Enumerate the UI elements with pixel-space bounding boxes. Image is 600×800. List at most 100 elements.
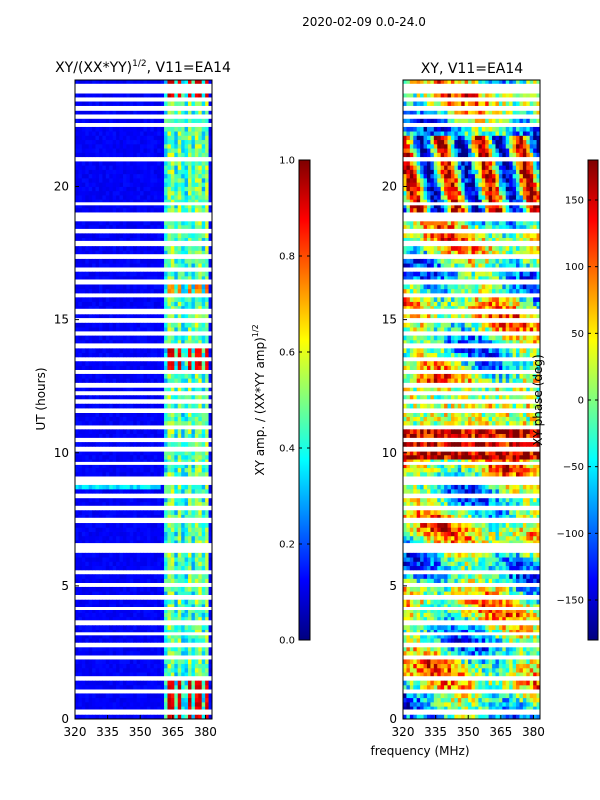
heatmap-cell bbox=[133, 608, 138, 613]
heatmap-cell bbox=[122, 531, 127, 537]
heatmap-cell bbox=[136, 497, 141, 503]
heatmap-cell bbox=[188, 706, 192, 711]
heatmap-cell bbox=[150, 143, 155, 149]
heatmap-cell bbox=[98, 297, 103, 302]
heatmap-cell bbox=[109, 135, 114, 141]
heatmap-cell bbox=[198, 471, 203, 477]
heatmap-cell bbox=[92, 416, 96, 422]
heatmap-cell bbox=[81, 177, 86, 183]
heatmap-cell bbox=[478, 706, 483, 711]
heatmap-cell bbox=[201, 284, 206, 290]
heatmap-cell bbox=[122, 625, 127, 630]
heatmap-cell bbox=[75, 684, 79, 690]
heatmap-cell bbox=[88, 659, 93, 665]
heatmap-cell bbox=[153, 535, 158, 541]
heatmap-cell bbox=[164, 395, 168, 400]
heatmap-cell bbox=[136, 190, 141, 196]
heatmap-cell bbox=[95, 365, 100, 371]
heatmap-cell bbox=[205, 638, 209, 643]
heatmap-cell bbox=[516, 663, 520, 669]
heatmap-cell bbox=[201, 612, 206, 618]
heatmap-cell bbox=[184, 246, 189, 251]
heatmap-cell bbox=[98, 471, 103, 477]
heatmap-cell bbox=[188, 625, 192, 630]
data-gap bbox=[75, 709, 212, 713]
heatmap-cell bbox=[88, 680, 93, 686]
heatmap-cell bbox=[194, 680, 199, 686]
heatmap-cell bbox=[116, 314, 120, 319]
heatmap-cell bbox=[81, 429, 86, 434]
heatmap-cell bbox=[416, 697, 421, 703]
heatmap-cell bbox=[105, 263, 110, 268]
heatmap-cell bbox=[170, 659, 175, 665]
heatmap-cell bbox=[133, 650, 138, 656]
heatmap-cell bbox=[454, 650, 459, 656]
heatmap-cell bbox=[201, 442, 206, 447]
heatmap-cell bbox=[157, 126, 162, 132]
heatmap-cell bbox=[126, 203, 131, 209]
heatmap-cell bbox=[201, 190, 206, 196]
heatmap-cell bbox=[177, 663, 182, 669]
heatmap-cell bbox=[536, 706, 541, 711]
heatmap-cell bbox=[416, 667, 421, 673]
heatmap-cell bbox=[116, 612, 120, 618]
heatmap-cell bbox=[112, 412, 117, 417]
heatmap-cell bbox=[533, 629, 537, 635]
heatmap-cell bbox=[95, 459, 100, 464]
heatmap-cell bbox=[208, 177, 213, 183]
heatmap-cell bbox=[88, 169, 93, 175]
heatmap-cell bbox=[75, 616, 79, 622]
heatmap-cell bbox=[146, 297, 151, 302]
heatmap-cell bbox=[126, 322, 131, 328]
heatmap-cell bbox=[92, 442, 96, 447]
heatmap-cell bbox=[146, 484, 151, 490]
heatmap-cell bbox=[140, 250, 144, 256]
heatmap-cell bbox=[208, 365, 213, 371]
heatmap-cell bbox=[95, 693, 100, 699]
heatmap-cell bbox=[201, 288, 206, 294]
heatmap-cell bbox=[146, 540, 151, 545]
heatmap-cell bbox=[205, 199, 209, 204]
heatmap-cell bbox=[78, 599, 83, 605]
heatmap-cell bbox=[150, 663, 155, 669]
heatmap-cell bbox=[143, 395, 148, 400]
heatmap-cell bbox=[85, 527, 90, 532]
heatmap-cell bbox=[85, 126, 90, 132]
heatmap-cell bbox=[150, 365, 155, 371]
heatmap-cell bbox=[122, 361, 127, 366]
heatmap-cell bbox=[167, 284, 172, 290]
heatmap-cell bbox=[174, 433, 179, 439]
heatmap-cell bbox=[194, 135, 199, 141]
heatmap-cell bbox=[112, 365, 117, 371]
heatmap-cell bbox=[488, 684, 493, 690]
heatmap-cell bbox=[481, 706, 486, 711]
heatmap-cell bbox=[160, 540, 165, 545]
heatmap-cell bbox=[153, 327, 158, 332]
heatmap-cell bbox=[122, 706, 127, 711]
heatmap-cell bbox=[105, 314, 110, 319]
heatmap-cell bbox=[88, 638, 93, 643]
heatmap-cell bbox=[81, 352, 86, 358]
heatmap-cell bbox=[116, 625, 120, 630]
heatmap-cell bbox=[184, 199, 189, 204]
heatmap-cell bbox=[98, 680, 103, 686]
heatmap-cell bbox=[194, 327, 199, 332]
heatmap-cell bbox=[136, 263, 141, 268]
heatmap-cell bbox=[88, 177, 93, 183]
heatmap-cell bbox=[498, 629, 503, 635]
heatmap-cell bbox=[78, 335, 83, 341]
heatmap-cell bbox=[440, 638, 445, 643]
heatmap-cell bbox=[450, 697, 455, 703]
heatmap-cell bbox=[512, 650, 517, 656]
heatmap-cell bbox=[116, 680, 120, 686]
heatmap-cell bbox=[133, 207, 138, 213]
heatmap-cell bbox=[116, 629, 120, 635]
heatmap-cell bbox=[119, 467, 124, 473]
heatmap-cell bbox=[143, 237, 148, 243]
heatmap-cell bbox=[413, 680, 418, 686]
heatmap-cell bbox=[109, 540, 114, 545]
heatmap-cell bbox=[140, 629, 144, 635]
heatmap-cell bbox=[126, 697, 131, 703]
heatmap-cell bbox=[88, 531, 93, 537]
heatmap-cell bbox=[150, 80, 155, 85]
